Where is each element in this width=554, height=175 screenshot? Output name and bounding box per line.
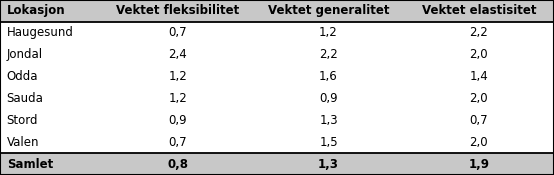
Text: Vektet fleksibilitet: Vektet fleksibilitet (116, 4, 239, 18)
Bar (0, 131, 102, 153)
Bar (253, 44, 404, 66)
Text: 1,4: 1,4 (470, 70, 488, 83)
Text: 1,5: 1,5 (319, 136, 338, 149)
Bar (404, 0, 554, 22)
Bar (404, 88, 554, 109)
Bar (404, 109, 554, 131)
Text: 0,7: 0,7 (168, 136, 187, 149)
Bar (404, 131, 554, 153)
Text: 2,0: 2,0 (470, 92, 488, 105)
Bar (253, 131, 404, 153)
Bar (102, 44, 253, 66)
Text: Valen: Valen (7, 136, 39, 149)
Text: Lokasjon: Lokasjon (7, 4, 65, 18)
Text: 1,2: 1,2 (319, 26, 338, 39)
Bar (253, 0, 404, 22)
Text: Samlet: Samlet (7, 158, 53, 171)
Text: Sauda: Sauda (7, 92, 44, 105)
Text: 1,3: 1,3 (319, 114, 338, 127)
Text: 2,2: 2,2 (470, 26, 488, 39)
Text: Odda: Odda (7, 70, 38, 83)
Bar (253, 22, 404, 44)
Text: Stord: Stord (7, 114, 38, 127)
Bar (0, 66, 102, 88)
Text: Vektet elastisitet: Vektet elastisitet (422, 4, 536, 18)
Text: 2,2: 2,2 (319, 48, 338, 61)
Text: 0,9: 0,9 (319, 92, 338, 105)
Bar (0, 22, 102, 44)
Text: Vektet generalitet: Vektet generalitet (268, 4, 389, 18)
Bar (0, 44, 102, 66)
Text: 1,3: 1,3 (318, 158, 339, 171)
Bar (102, 22, 253, 44)
Bar (253, 66, 404, 88)
Bar (253, 153, 404, 175)
Text: 2,0: 2,0 (470, 136, 488, 149)
Text: 2,0: 2,0 (470, 48, 488, 61)
Text: 2,4: 2,4 (168, 48, 187, 61)
Text: Haugesund: Haugesund (7, 26, 74, 39)
Bar (404, 153, 554, 175)
Bar (0, 0, 102, 22)
Bar (0, 153, 102, 175)
Bar (404, 66, 554, 88)
Text: 0,9: 0,9 (168, 114, 187, 127)
Bar (253, 109, 404, 131)
Bar (0, 88, 102, 109)
Text: 1,2: 1,2 (168, 70, 187, 83)
Bar (102, 153, 253, 175)
Text: 1,9: 1,9 (469, 158, 489, 171)
Text: Jondal: Jondal (7, 48, 43, 61)
Bar (102, 88, 253, 109)
Bar (102, 66, 253, 88)
Bar (102, 0, 253, 22)
Bar (404, 44, 554, 66)
Text: 1,2: 1,2 (168, 92, 187, 105)
Bar (253, 88, 404, 109)
Bar (102, 131, 253, 153)
Bar (404, 22, 554, 44)
Bar (0, 109, 102, 131)
Text: 0,8: 0,8 (167, 158, 188, 171)
Bar (102, 109, 253, 131)
Text: 0,7: 0,7 (470, 114, 488, 127)
Text: 1,6: 1,6 (319, 70, 338, 83)
Text: 0,7: 0,7 (168, 26, 187, 39)
